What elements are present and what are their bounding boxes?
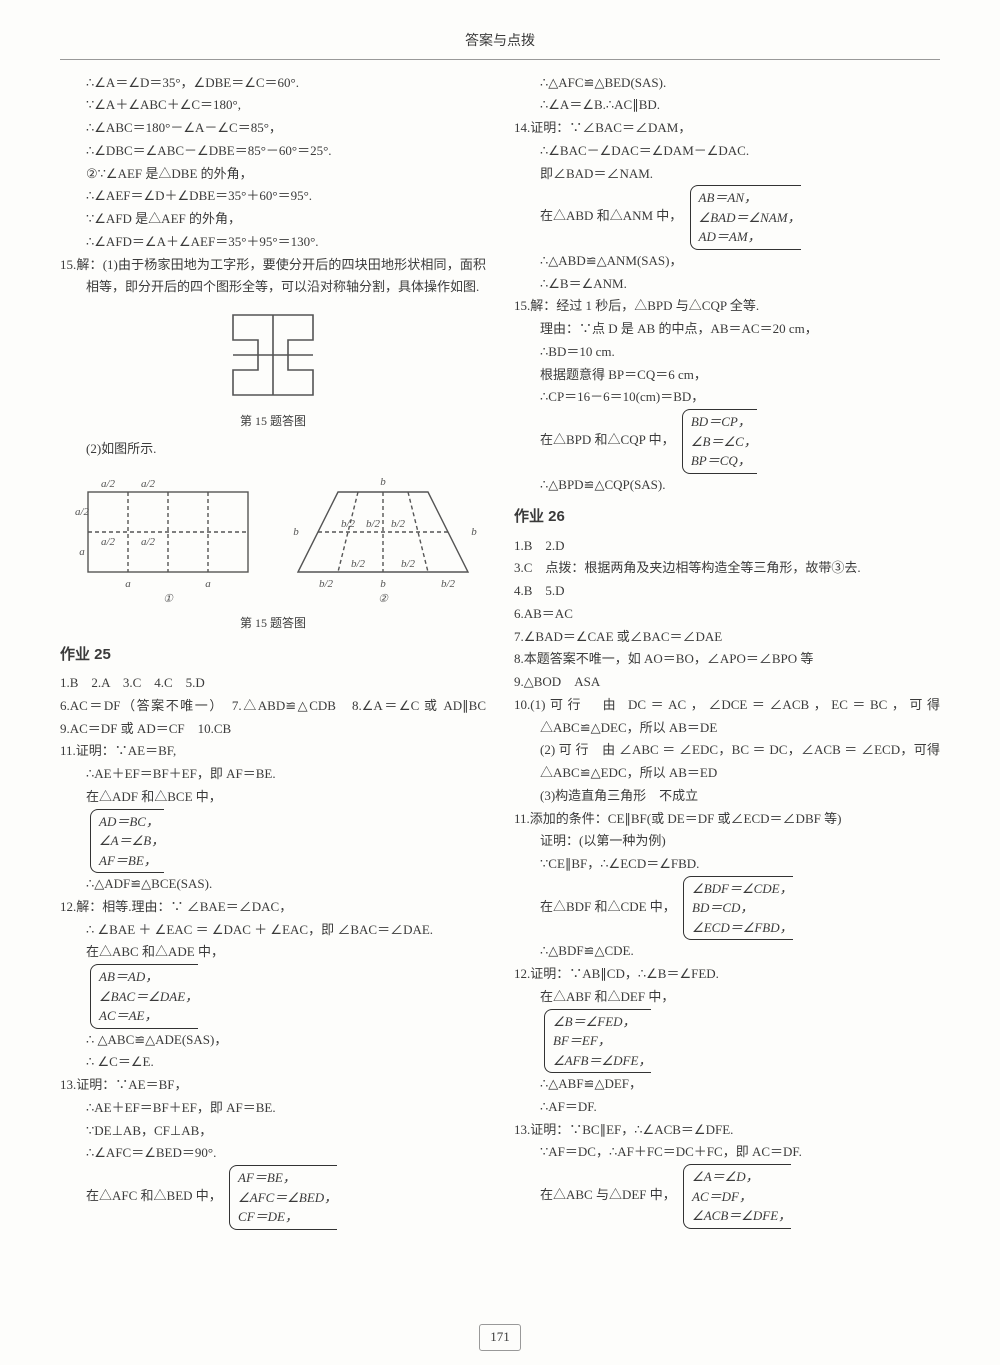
line: 在△ABD 和△ANM 中， AB＝AN， ∠BAD＝∠NAM， AD＝AM，: [514, 185, 940, 250]
line: 即∠BAD＝∠NAM.: [514, 163, 940, 186]
brace: AB＝AD， ∠BAC＝∠DAE， AC＝AE，: [60, 964, 486, 1029]
svg-text:a/2: a/2: [141, 478, 156, 490]
line: ∴ ∠C＝∠E.: [60, 1051, 486, 1074]
svg-text:b/2: b/2: [391, 518, 406, 530]
figure-ishape: [60, 305, 486, 405]
line: ∴AE＋EF＝BF＋EF，即 AF＝BE.: [60, 1097, 486, 1120]
line: ∴△AFC≌△BED(SAS).: [514, 72, 940, 95]
q15-sub: (2)如图所示.: [60, 438, 486, 461]
line: 在△ABF 和△DEF 中，: [514, 986, 940, 1009]
line: ∴△BDF≌△CDE.: [514, 940, 940, 963]
line: ∴△ABF≌△DEF，: [514, 1073, 940, 1096]
page: 答案与点拨 ∴∠A＝∠D＝35°，∠DBE＝∠C＝60°. ∵∠A＋∠ABC＋∠…: [0, 0, 1000, 1365]
answers: 6.AB＝AC: [514, 603, 940, 626]
svg-text:a: a: [205, 578, 211, 590]
figure-shapes: a/2 a/2 a/2 a a/2 a/2 a a ① b b: [60, 467, 486, 607]
line: ∴△ABD≌△ANM(SAS)，: [514, 250, 940, 273]
line: ∴∠AEF＝∠D＋∠DBE＝35°＋60°＝95°.: [60, 185, 486, 208]
answers: 8.本题答案不唯一，如 AO＝BO，∠APO＝∠BPO 等: [514, 648, 940, 671]
hw25-title: 作业 25: [60, 642, 486, 668]
q13: 13.证明：∵BC∥EF，∴∠ACB＝∠DFE.: [514, 1119, 940, 1142]
q14: 14.证明：∵∠BAC＝∠DAM，: [514, 117, 940, 140]
line: ∵DE⊥AB，CF⊥AB，: [60, 1120, 486, 1143]
svg-text:b: b: [380, 476, 386, 488]
svg-text:b: b: [293, 526, 299, 538]
answers: 7.∠BAD＝∠CAE 或∠BAC＝∠DAE: [514, 626, 940, 649]
figure-caption: 第 15 题答图: [60, 613, 486, 634]
q15-lead: 15.解：(1)由于杨家田地为工字形，要使分开后的四块田地形状相同，面积相等，即…: [60, 254, 486, 300]
svg-text:①: ①: [163, 593, 174, 605]
line: 在△BDF 和△CDE 中， ∠BDF＝∠CDE， BD＝CD， ∠ECD＝∠F…: [514, 876, 940, 941]
svg-text:②: ②: [378, 593, 389, 605]
line: (3)构造直角三角形 不成立: [514, 785, 940, 808]
q10: 10.(1)可行 由 DC＝AC，∠DCE＝∠ACB，EC＝BC，可得△ABC≌…: [514, 694, 940, 740]
line: (2) 可 行 由 ∠ABC ＝ ∠EDC，BC ＝ DC，∠ACB ＝ ∠EC…: [514, 739, 940, 785]
line: 在△AFC 和△BED 中， AF＝BE， ∠AFC＝∠BED， CF＝DE，: [60, 1165, 486, 1230]
answers: 9.△BOD ASA: [514, 671, 940, 694]
svg-text:a: a: [79, 546, 85, 558]
q11: 11.添加的条件：CE∥BF(或 DE＝DF 或∠ECD＝∠DBF 等): [514, 808, 940, 831]
q11: 11.证明：∵AE＝BF,: [60, 740, 486, 763]
svg-text:b/2: b/2: [366, 518, 381, 530]
line: ∵CE∥BF，∴∠ECD＝∠FBD.: [514, 853, 940, 876]
line: ∵∠A＋∠ABC＋∠C＝180°,: [60, 94, 486, 117]
line: ∵∠AFD 是△AEF 的外角，: [60, 208, 486, 231]
svg-text:b/2: b/2: [341, 518, 356, 530]
page-header: 答案与点拨: [60, 30, 940, 60]
line: ∴∠ABC＝180°－∠A－∠C＝85°，: [60, 117, 486, 140]
svg-text:b/2: b/2: [401, 558, 416, 570]
line: ∴BD＝10 cm.: [514, 341, 940, 364]
line: 理由：∵点 D 是 AB 的中点，AB＝AC＝20 cm，: [514, 318, 940, 341]
line: ∴∠DBC＝∠ABC－∠DBE＝85°－60°＝25°.: [60, 140, 486, 163]
column-left: ∴∠A＝∠D＝35°，∠DBE＝∠C＝60°. ∵∠A＋∠ABC＋∠C＝180°…: [60, 72, 486, 1230]
answers: 3.C 点拨：根据两角及夹边相等构造全等三角形，故带③去.: [514, 557, 940, 580]
svg-text:a: a: [125, 578, 131, 590]
line: 在△ABC 与△DEF 中， ∠A＝∠D， AC＝DF， ∠ACB＝∠DFE，: [514, 1164, 940, 1229]
q15: 15.解：经过 1 秒后，△BPD 与△CQP 全等.: [514, 295, 940, 318]
line: ∴ ∠BAE ＋ ∠EAC ＝ ∠DAC ＋ ∠EAC，即 ∠BAC＝∠DAE.: [60, 919, 486, 942]
svg-text:a/2: a/2: [101, 536, 116, 548]
answers: 6.AC＝DF（答案不唯一） 7.△ABD≌△CDB 8.∠A＝∠C 或 AD∥…: [60, 695, 486, 741]
line: ②∵∠AEF 是△DBE 的外角，: [60, 163, 486, 186]
line: 在△ABC 和△ADE 中，: [60, 941, 486, 964]
svg-text:a/2: a/2: [141, 536, 156, 548]
svg-text:b: b: [380, 578, 386, 590]
line: 根据题意得 BP＝CQ＝6 cm，: [514, 364, 940, 387]
svg-text:b/2: b/2: [351, 558, 366, 570]
line: ∴AE＋EF＝BF＋EF，即 AF＝BE.: [60, 763, 486, 786]
line: ∴△BPD≌△CQP(SAS).: [514, 474, 940, 497]
svg-text:a/2: a/2: [101, 478, 116, 490]
svg-text:b: b: [471, 526, 477, 538]
line: ∴∠AFD＝∠A＋∠AEF＝35°＋95°＝130°.: [60, 231, 486, 254]
q12: 12.证明：∵AB∥CD，∴∠B＝∠FED.: [514, 963, 940, 986]
line: ∴△ADF≌△BCE(SAS).: [60, 873, 486, 896]
svg-text:a/2: a/2: [75, 506, 90, 518]
line: ∴∠AFC＝∠BED＝90°.: [60, 1142, 486, 1165]
line: 证明：(以第一种为例): [514, 830, 940, 853]
svg-text:b/2: b/2: [441, 578, 456, 590]
page-number: 171: [0, 1324, 1000, 1351]
line: ∴AF＝DF.: [514, 1096, 940, 1119]
line: ∴CP＝16－6＝10(cm)＝BD，: [514, 386, 940, 409]
answers: 1.B 2.D: [514, 535, 940, 558]
line: ∴∠A＝∠D＝35°，∠DBE＝∠C＝60°.: [60, 72, 486, 95]
line: ∴ △ABC≌△ADE(SAS)，: [60, 1029, 486, 1052]
q13: 13.证明：∵AE＝BF，: [60, 1074, 486, 1097]
column-right: ∴△AFC≌△BED(SAS). ∴∠A＝∠B.∴AC∥BD. 14.证明：∵∠…: [514, 72, 940, 1230]
brace: ∠B＝∠FED， BF＝EF， ∠AFB＝∠DFE，: [514, 1009, 940, 1074]
two-columns: ∴∠A＝∠D＝35°，∠DBE＝∠C＝60°. ∵∠A＋∠ABC＋∠C＝180°…: [60, 72, 940, 1230]
line: 在△ADF 和△BCE 中，: [60, 786, 486, 809]
hw26-title: 作业 26: [514, 504, 940, 530]
line: ∴∠B＝∠ANM.: [514, 273, 940, 296]
brace: AD＝BC， ∠A＝∠B， AF＝BE，: [60, 809, 486, 874]
line: ∴∠BAC－∠DAC＝∠DAM－∠DAC.: [514, 140, 940, 163]
answers: 4.B 5.D: [514, 580, 940, 603]
line: ∴∠A＝∠B.∴AC∥BD.: [514, 94, 940, 117]
line: 在△BPD 和△CQP 中， BD＝CP， ∠B＝∠C， BP＝CQ，: [514, 409, 940, 474]
line: ∵AF＝DC，∴AF＋FC＝DC＋FC，即 AC＝DF.: [514, 1141, 940, 1164]
q12: 12.解：相等.理由：∵ ∠BAE＝∠DAC，: [60, 896, 486, 919]
figure-caption: 第 15 题答图: [60, 411, 486, 432]
svg-text:b/2: b/2: [319, 578, 334, 590]
answers: 1.B 2.A 3.C 4.C 5.D: [60, 672, 486, 695]
